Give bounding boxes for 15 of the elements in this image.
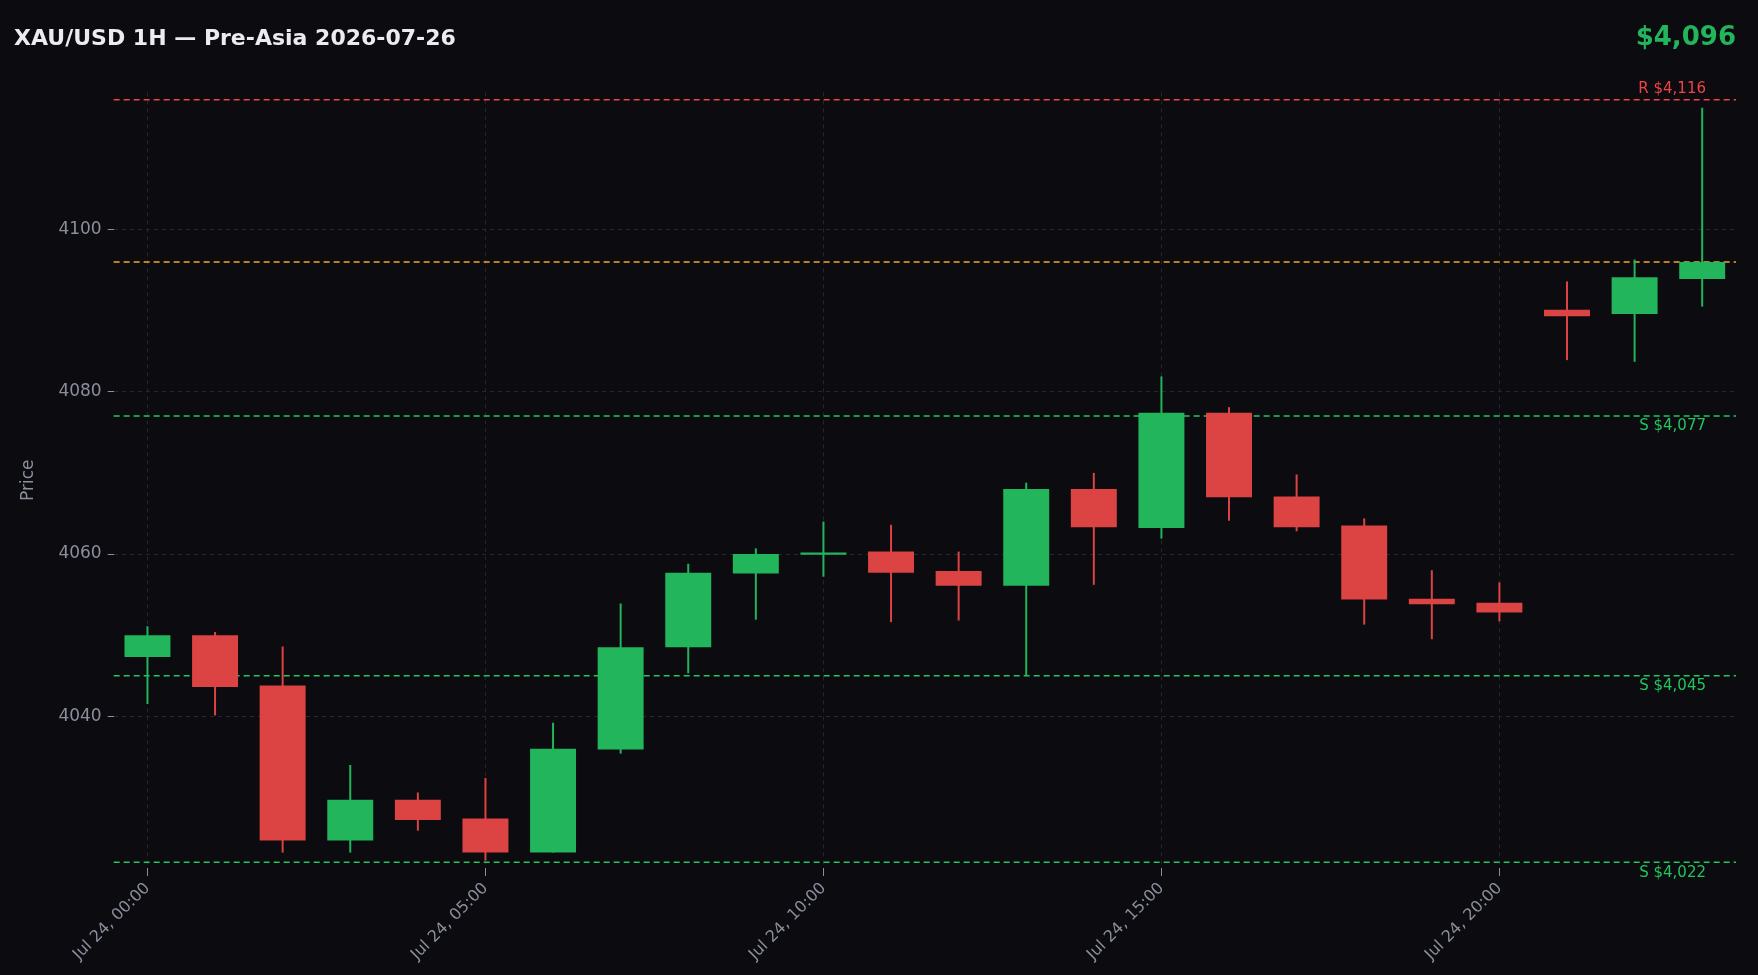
ref-line-label: R $4,116 — [1638, 79, 1706, 98]
y-axis-title: Price — [16, 459, 37, 501]
ref-line-label: S $4,022 — [1639, 862, 1706, 881]
y-tick-label: 4100 — [58, 217, 102, 238]
candlestick — [800, 520, 847, 578]
text: $4,096 — [1635, 20, 1736, 51]
candlestick — [1476, 581, 1523, 623]
ref-line-label: S $4,045 — [1639, 676, 1706, 695]
y-tick-label: 4080 — [58, 380, 102, 401]
ref-line-label: S $4,077 — [1639, 416, 1706, 435]
y-tick-label: 4060 — [58, 542, 102, 563]
candlestick — [1679, 106, 1726, 308]
y-tick-label: 4040 — [58, 704, 102, 725]
chart-title: XAU/USD 1H — Pre-Asia 2026-07-26 — [14, 24, 456, 50]
candlestick — [1544, 280, 1590, 362]
